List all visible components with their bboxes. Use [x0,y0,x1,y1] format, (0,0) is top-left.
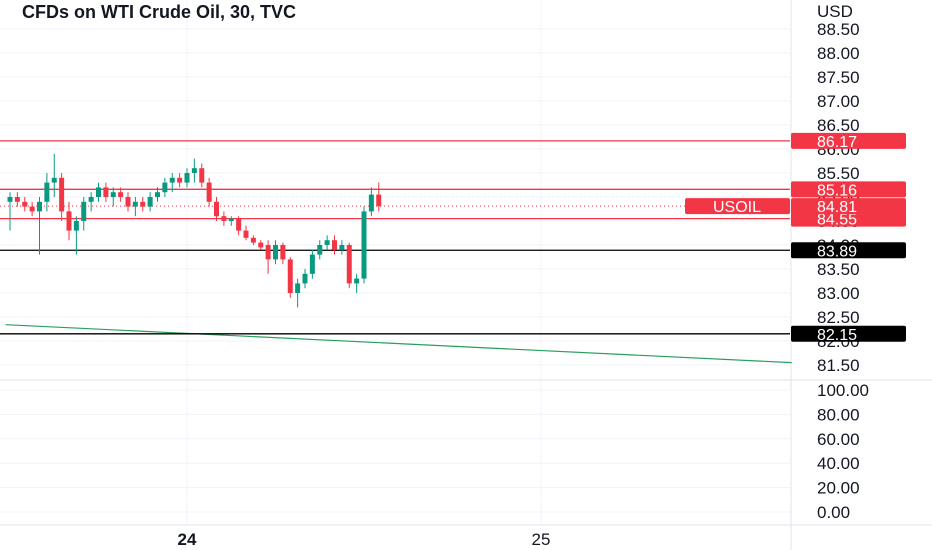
candle-body[interactable] [332,240,337,250]
candle-body[interactable] [302,273,308,284]
candle-body[interactable] [125,197,131,207]
candle-body[interactable] [236,218,242,231]
last-price-tag: 84.81 [817,199,857,216]
candle-body[interactable] [132,201,138,207]
candle-body[interactable] [184,173,190,183]
candle-body[interactable] [243,230,249,238]
level-price-tag: 85.16 [817,182,857,199]
time-tick-label: 24 [178,530,197,549]
candle-body[interactable] [66,211,72,231]
candle-body[interactable] [191,168,197,173]
candle-body[interactable] [214,201,219,217]
level-price-tag-bg[interactable] [791,210,906,227]
indicator-tick-label: 100.00 [817,381,869,400]
candle-body[interactable] [81,201,87,221]
trend-line[interactable] [5,324,792,364]
level-price-tag: 82.15 [817,327,857,344]
currency-label: USD [817,2,853,21]
candle-body[interactable] [88,197,94,202]
level-price-tag-bg[interactable] [791,325,906,342]
last-price-tag-bg[interactable] [791,198,906,215]
level-price-tag: 83.89 [817,243,857,260]
price-tick-label: 81.50 [817,356,860,375]
candle-body[interactable] [110,192,116,197]
candle-body[interactable] [96,187,101,197]
candle-body[interactable] [37,201,42,212]
candle-body[interactable] [368,194,374,212]
candle-body[interactable] [155,192,160,197]
candle-body[interactable] [346,245,352,284]
candle-body[interactable] [287,259,293,293]
candle-body[interactable] [73,221,79,231]
symbol-tag-bg[interactable] [685,198,790,215]
candle-body[interactable] [22,201,28,207]
candle-body[interactable] [250,237,256,243]
candle-body[interactable] [309,254,315,274]
candle-body[interactable] [206,182,212,202]
candle-body[interactable] [162,182,168,193]
price-tick-label: 83.00 [817,284,860,303]
price-tick-label: 85.50 [817,164,860,183]
candle-body[interactable] [339,245,345,250]
indicator-tick-label: 0.00 [817,503,850,522]
level-price-tag: 84.55 [817,212,857,229]
price-tick-label: 87.50 [817,68,860,87]
indicator-tick-label: 80.00 [817,405,860,424]
candle-body[interactable] [103,187,109,197]
candle-body[interactable] [324,240,330,245]
candle-body[interactable] [199,168,205,183]
time-tick-label: 25 [532,530,551,549]
indicator-tick-label: 60.00 [817,430,860,449]
candle-body[interactable] [29,206,35,212]
candle-body[interactable] [265,245,271,260]
candle-body[interactable] [258,242,264,248]
candle-body[interactable] [177,177,183,183]
level-price-tag-bg[interactable] [791,132,906,149]
candle-body[interactable] [169,177,175,183]
candle-body[interactable] [273,245,278,260]
candle-body[interactable] [147,197,153,207]
candle-body[interactable] [376,194,382,207]
candle-body[interactable] [361,211,367,279]
candle-body[interactable] [221,216,227,221]
price-tick-label: 82.50 [817,308,860,327]
candle-body[interactable] [228,218,234,221]
level-price-tag-bg[interactable] [791,242,906,259]
candle-body[interactable] [280,245,286,260]
candle-body[interactable] [354,278,360,284]
candle-body[interactable] [51,177,57,183]
candle-body[interactable] [317,245,323,255]
candle-body[interactable] [44,182,50,202]
price-tick-label: 88.00 [817,44,860,63]
price-tick-label: 86.50 [817,116,860,135]
price-tick-label: 88.50 [817,20,860,39]
chart-title: CFDs on WTI Crude Oil, 30, TVC [22,2,297,22]
candle-body[interactable] [59,177,65,212]
indicator-tick-label: 40.00 [817,454,860,473]
symbol-tag: USOIL [713,199,761,216]
candle-body[interactable] [7,197,13,202]
price-tick-label: 87.00 [817,92,860,111]
price-tick-label: 83.50 [817,260,860,279]
candle-body[interactable] [14,197,20,202]
indicator-tick-label: 20.00 [817,479,860,498]
candle-body[interactable] [140,201,146,207]
candle-body[interactable] [118,192,124,197]
candle-body[interactable] [295,283,301,293]
level-price-tag-bg[interactable] [791,181,906,198]
level-price-tag: 86.17 [817,134,857,151]
